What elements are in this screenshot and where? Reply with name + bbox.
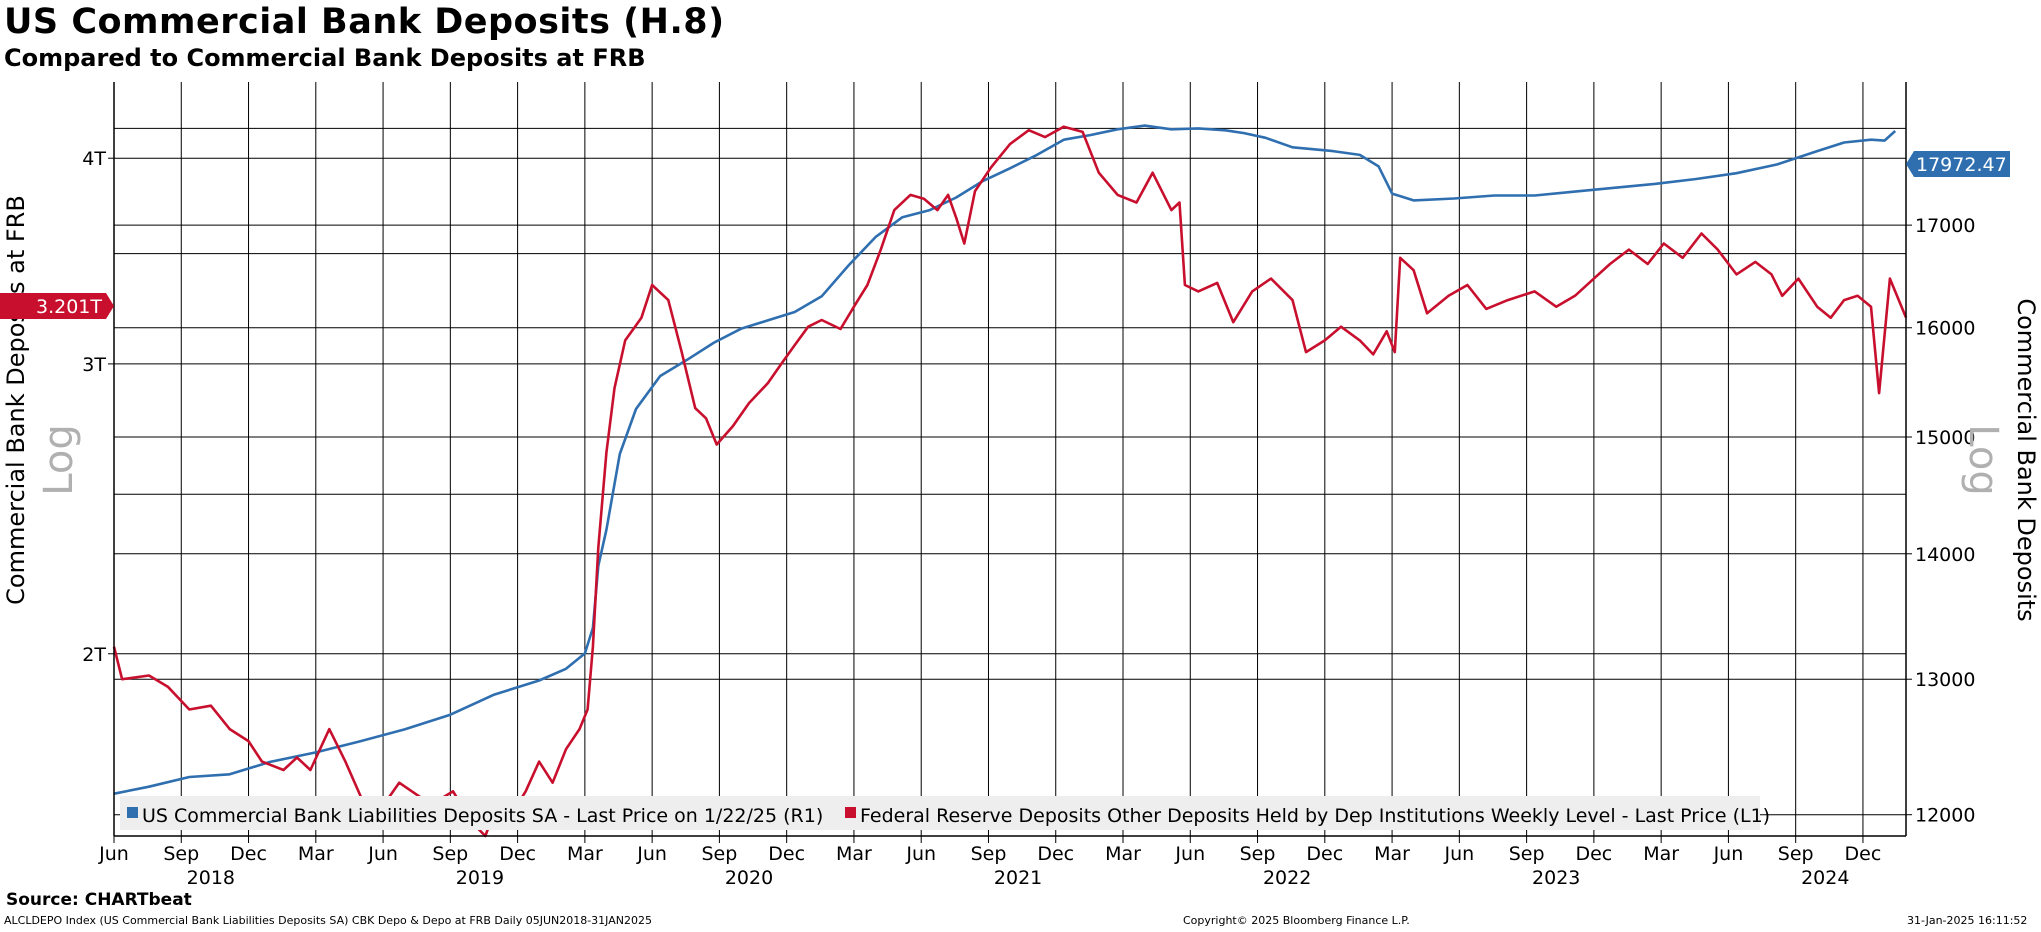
x-tick-label: Sep (971, 843, 1007, 865)
legend-label-frb: Federal Reserve Deposits Other Deposits … (860, 805, 1770, 827)
x-tick-label: Mar (1643, 843, 1679, 865)
x-tick-label: Dec (1575, 843, 1612, 865)
x-tick-label: Dec (230, 843, 267, 865)
legend-swatch-deposits (127, 807, 138, 818)
left-axis-label: Commercial Bank Deposits at FRB (2, 195, 30, 605)
chart: Jun Sep Dec Mar Jun Sep Dec Mar Jun Sep Dec Mar Jun S… (0, 82, 2040, 889)
chart-subtitle: Compared to Commercial Bank Deposits at … (4, 44, 646, 72)
axes-layer: Jun Sep Dec Mar Jun Sep Dec Mar Jun Sep Dec Mar Jun S… (82, 82, 1975, 889)
chart-title: US Commercial Bank Deposits (H.8) (4, 2, 725, 42)
legend-swatch-frb (845, 807, 856, 818)
x-tick-label: Sep (163, 843, 199, 865)
x-tick-label: Mar (567, 843, 603, 865)
x-year-label: 2020 (725, 867, 773, 889)
x-tick-label: Dec (1306, 843, 1343, 865)
right-last-value-text: 17972.47 (1916, 154, 2007, 176)
left-tick-label: 3T (82, 354, 106, 376)
x-tick-label: Sep (1509, 843, 1545, 865)
x-tick-label: Sep (1240, 843, 1276, 865)
x-tick-label: Dec (1845, 843, 1882, 865)
x-tick-label: Jun (1713, 843, 1744, 865)
x-tick-label: Jun (905, 843, 936, 865)
footer-left: ALCLDEPO Index (US Commercial Bank Liabi… (4, 914, 652, 927)
left-tick-label: 2T (82, 644, 106, 666)
x-year-label: 2018 (187, 867, 235, 889)
right-last-value-tag: 17972.47 (1906, 151, 2010, 177)
x-tick-label: Mar (1105, 843, 1141, 865)
x-tick-label: Jun (98, 843, 129, 865)
left-tick-label: 4T (82, 148, 106, 170)
x-tick-label: Sep (1778, 843, 1814, 865)
x-tick-label: Jun (636, 843, 667, 865)
x-tick-label: Jun (1444, 843, 1475, 865)
left-axis-scale-watermark: Log (36, 424, 82, 495)
right-axis-scale-watermark: Log (1960, 424, 2006, 495)
right-tick-label: 13000 (1915, 669, 1975, 691)
left-last-value-text: 3.201T (36, 296, 102, 318)
legend-background (120, 796, 1760, 830)
x-year-label: 2022 (1263, 867, 1311, 889)
x-tick-label: Mar (298, 843, 334, 865)
footer-center: Copyright© 2025 Bloomberg Finance L.P. (1183, 914, 1410, 927)
right-tick-label: 17000 (1915, 215, 1975, 237)
x-tick-label: Dec (499, 843, 536, 865)
series-line-commercial-bank-deposits (113, 124, 1897, 795)
right-tick-label: 16000 (1915, 318, 1975, 340)
right-tick-label: 14000 (1915, 544, 1975, 566)
left-last-value-tag: 3.201T (0, 293, 114, 319)
x-year-label: 2023 (1532, 867, 1580, 889)
x-tick-label: Mar (1374, 843, 1410, 865)
x-tick-label: Jun (367, 843, 398, 865)
x-tick-label: Sep (432, 843, 468, 865)
footer-source: Source: CHARTbeat (6, 890, 192, 910)
x-tick-label: Sep (701, 843, 737, 865)
grid-lines (113, 82, 1906, 836)
x-year-label: 2019 (456, 867, 504, 889)
x-tick-label: Dec (768, 843, 805, 865)
x-tick-label: Mar (836, 843, 872, 865)
right-tick-label: 15000 (1915, 427, 1975, 449)
footer-right: 31-Jan-2025 16:11:52 (1907, 914, 2028, 927)
legend-label-deposits: US Commercial Bank Liabilities Deposits … (142, 805, 823, 827)
x-year-label: 2021 (994, 867, 1042, 889)
x-year-label: 2024 (1801, 867, 1849, 889)
x-tick-label: Jun (1174, 843, 1205, 865)
right-tick-label: 12000 (1915, 805, 1975, 827)
x-tick-label: Dec (1037, 843, 1074, 865)
legend: US Commercial Bank Liabilities Deposits … (120, 796, 1770, 830)
right-axis-label: Commercial Bank Deposits (2012, 298, 2040, 621)
